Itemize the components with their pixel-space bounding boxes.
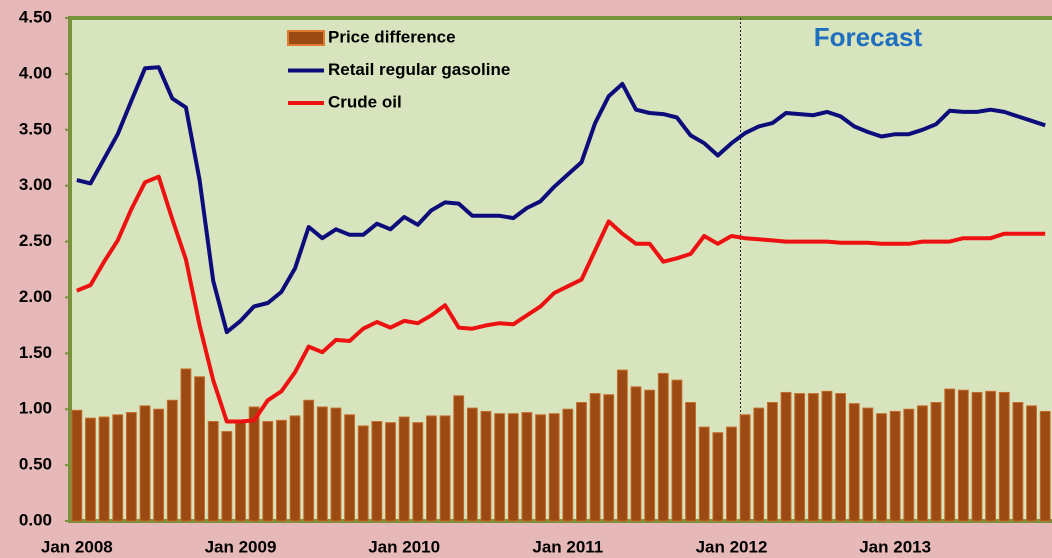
bar bbox=[971, 391, 983, 522]
y-tick-label: 2.50 bbox=[19, 231, 52, 250]
x-tick-label: Jan 2008 bbox=[41, 537, 113, 556]
bar bbox=[248, 406, 260, 522]
bar bbox=[466, 407, 478, 522]
bar bbox=[85, 417, 96, 522]
bar bbox=[576, 402, 587, 522]
bar bbox=[944, 388, 956, 522]
x-tick-label: Jan 2010 bbox=[368, 537, 440, 556]
bar bbox=[303, 399, 315, 522]
plot-area bbox=[68, 16, 1052, 523]
bar bbox=[671, 379, 683, 522]
y-tick-label: 3.50 bbox=[19, 119, 52, 138]
y-tick-label: 3.00 bbox=[19, 175, 52, 194]
bar bbox=[753, 407, 765, 522]
x-tick-label: Jan 2013 bbox=[859, 537, 931, 556]
bar bbox=[807, 393, 819, 522]
bar bbox=[316, 406, 328, 522]
bar bbox=[548, 413, 560, 522]
bar bbox=[917, 405, 928, 522]
bar bbox=[998, 391, 1010, 522]
y-tick-label: 2.00 bbox=[19, 287, 52, 306]
bar bbox=[194, 376, 205, 522]
bar bbox=[507, 413, 519, 522]
bar bbox=[780, 391, 792, 522]
y-tick-label: 4.00 bbox=[19, 63, 52, 82]
bar bbox=[153, 408, 165, 522]
bar bbox=[426, 415, 437, 522]
bar bbox=[371, 421, 383, 522]
bar bbox=[180, 368, 192, 522]
bar bbox=[616, 369, 628, 522]
bar bbox=[112, 414, 124, 522]
y-tick-label: 4.50 bbox=[19, 7, 52, 26]
bar bbox=[166, 399, 178, 522]
bar bbox=[480, 410, 492, 522]
bar bbox=[262, 421, 274, 522]
bar bbox=[603, 394, 615, 522]
bar bbox=[712, 432, 724, 522]
bar bbox=[521, 412, 533, 522]
bar bbox=[357, 425, 369, 522]
bar bbox=[412, 422, 424, 522]
bar bbox=[835, 393, 847, 522]
y-tick-label: 1.50 bbox=[19, 343, 52, 362]
bar bbox=[657, 372, 669, 522]
bar bbox=[289, 415, 301, 522]
bar bbox=[98, 416, 110, 522]
y-tick-label: 1.00 bbox=[19, 399, 52, 418]
bar bbox=[235, 419, 246, 522]
bar bbox=[1039, 410, 1051, 522]
bar bbox=[862, 407, 874, 522]
bar bbox=[398, 416, 410, 522]
bar bbox=[494, 413, 506, 522]
bar bbox=[139, 405, 151, 522]
bar bbox=[330, 407, 342, 522]
bar bbox=[726, 426, 737, 522]
bar bbox=[739, 414, 751, 522]
legend-swatch bbox=[287, 30, 325, 46]
bar bbox=[275, 419, 287, 522]
bar bbox=[848, 403, 860, 522]
bar bbox=[794, 393, 806, 522]
legend-label: Crude oil bbox=[328, 92, 402, 111]
bar bbox=[985, 390, 997, 522]
bar bbox=[930, 402, 942, 522]
x-tick-label: Jan 2009 bbox=[205, 537, 277, 556]
y-tick-label: 0.00 bbox=[19, 510, 52, 529]
bar bbox=[957, 389, 969, 522]
bar bbox=[589, 393, 601, 522]
bar bbox=[453, 395, 465, 522]
bar bbox=[889, 410, 901, 522]
bar bbox=[876, 413, 887, 522]
x-tick-label: Jan 2011 bbox=[532, 537, 603, 556]
legend-label: Retail regular gasoline bbox=[328, 60, 510, 79]
bar bbox=[221, 431, 233, 522]
bar bbox=[125, 412, 137, 522]
line bbox=[76, 65, 1046, 335]
y-tick-label: 0.50 bbox=[19, 455, 52, 474]
forecast-label: Forecast bbox=[814, 22, 923, 52]
bar bbox=[344, 414, 356, 522]
bar bbox=[1026, 405, 1037, 522]
bar bbox=[698, 426, 710, 522]
bar bbox=[1012, 402, 1024, 522]
bar bbox=[535, 414, 546, 522]
bar bbox=[644, 389, 656, 522]
bar bbox=[439, 415, 451, 522]
bar bbox=[903, 408, 915, 522]
bar bbox=[385, 422, 396, 522]
bar bbox=[821, 390, 833, 522]
bar bbox=[562, 408, 574, 522]
bar bbox=[71, 409, 83, 522]
x-tick-label: Jan 2012 bbox=[696, 537, 768, 556]
bar bbox=[207, 421, 219, 522]
legend-label: Price difference bbox=[328, 27, 456, 46]
bar bbox=[766, 402, 778, 522]
line bbox=[76, 174, 1046, 424]
bar bbox=[685, 402, 696, 522]
bar bbox=[630, 386, 642, 522]
